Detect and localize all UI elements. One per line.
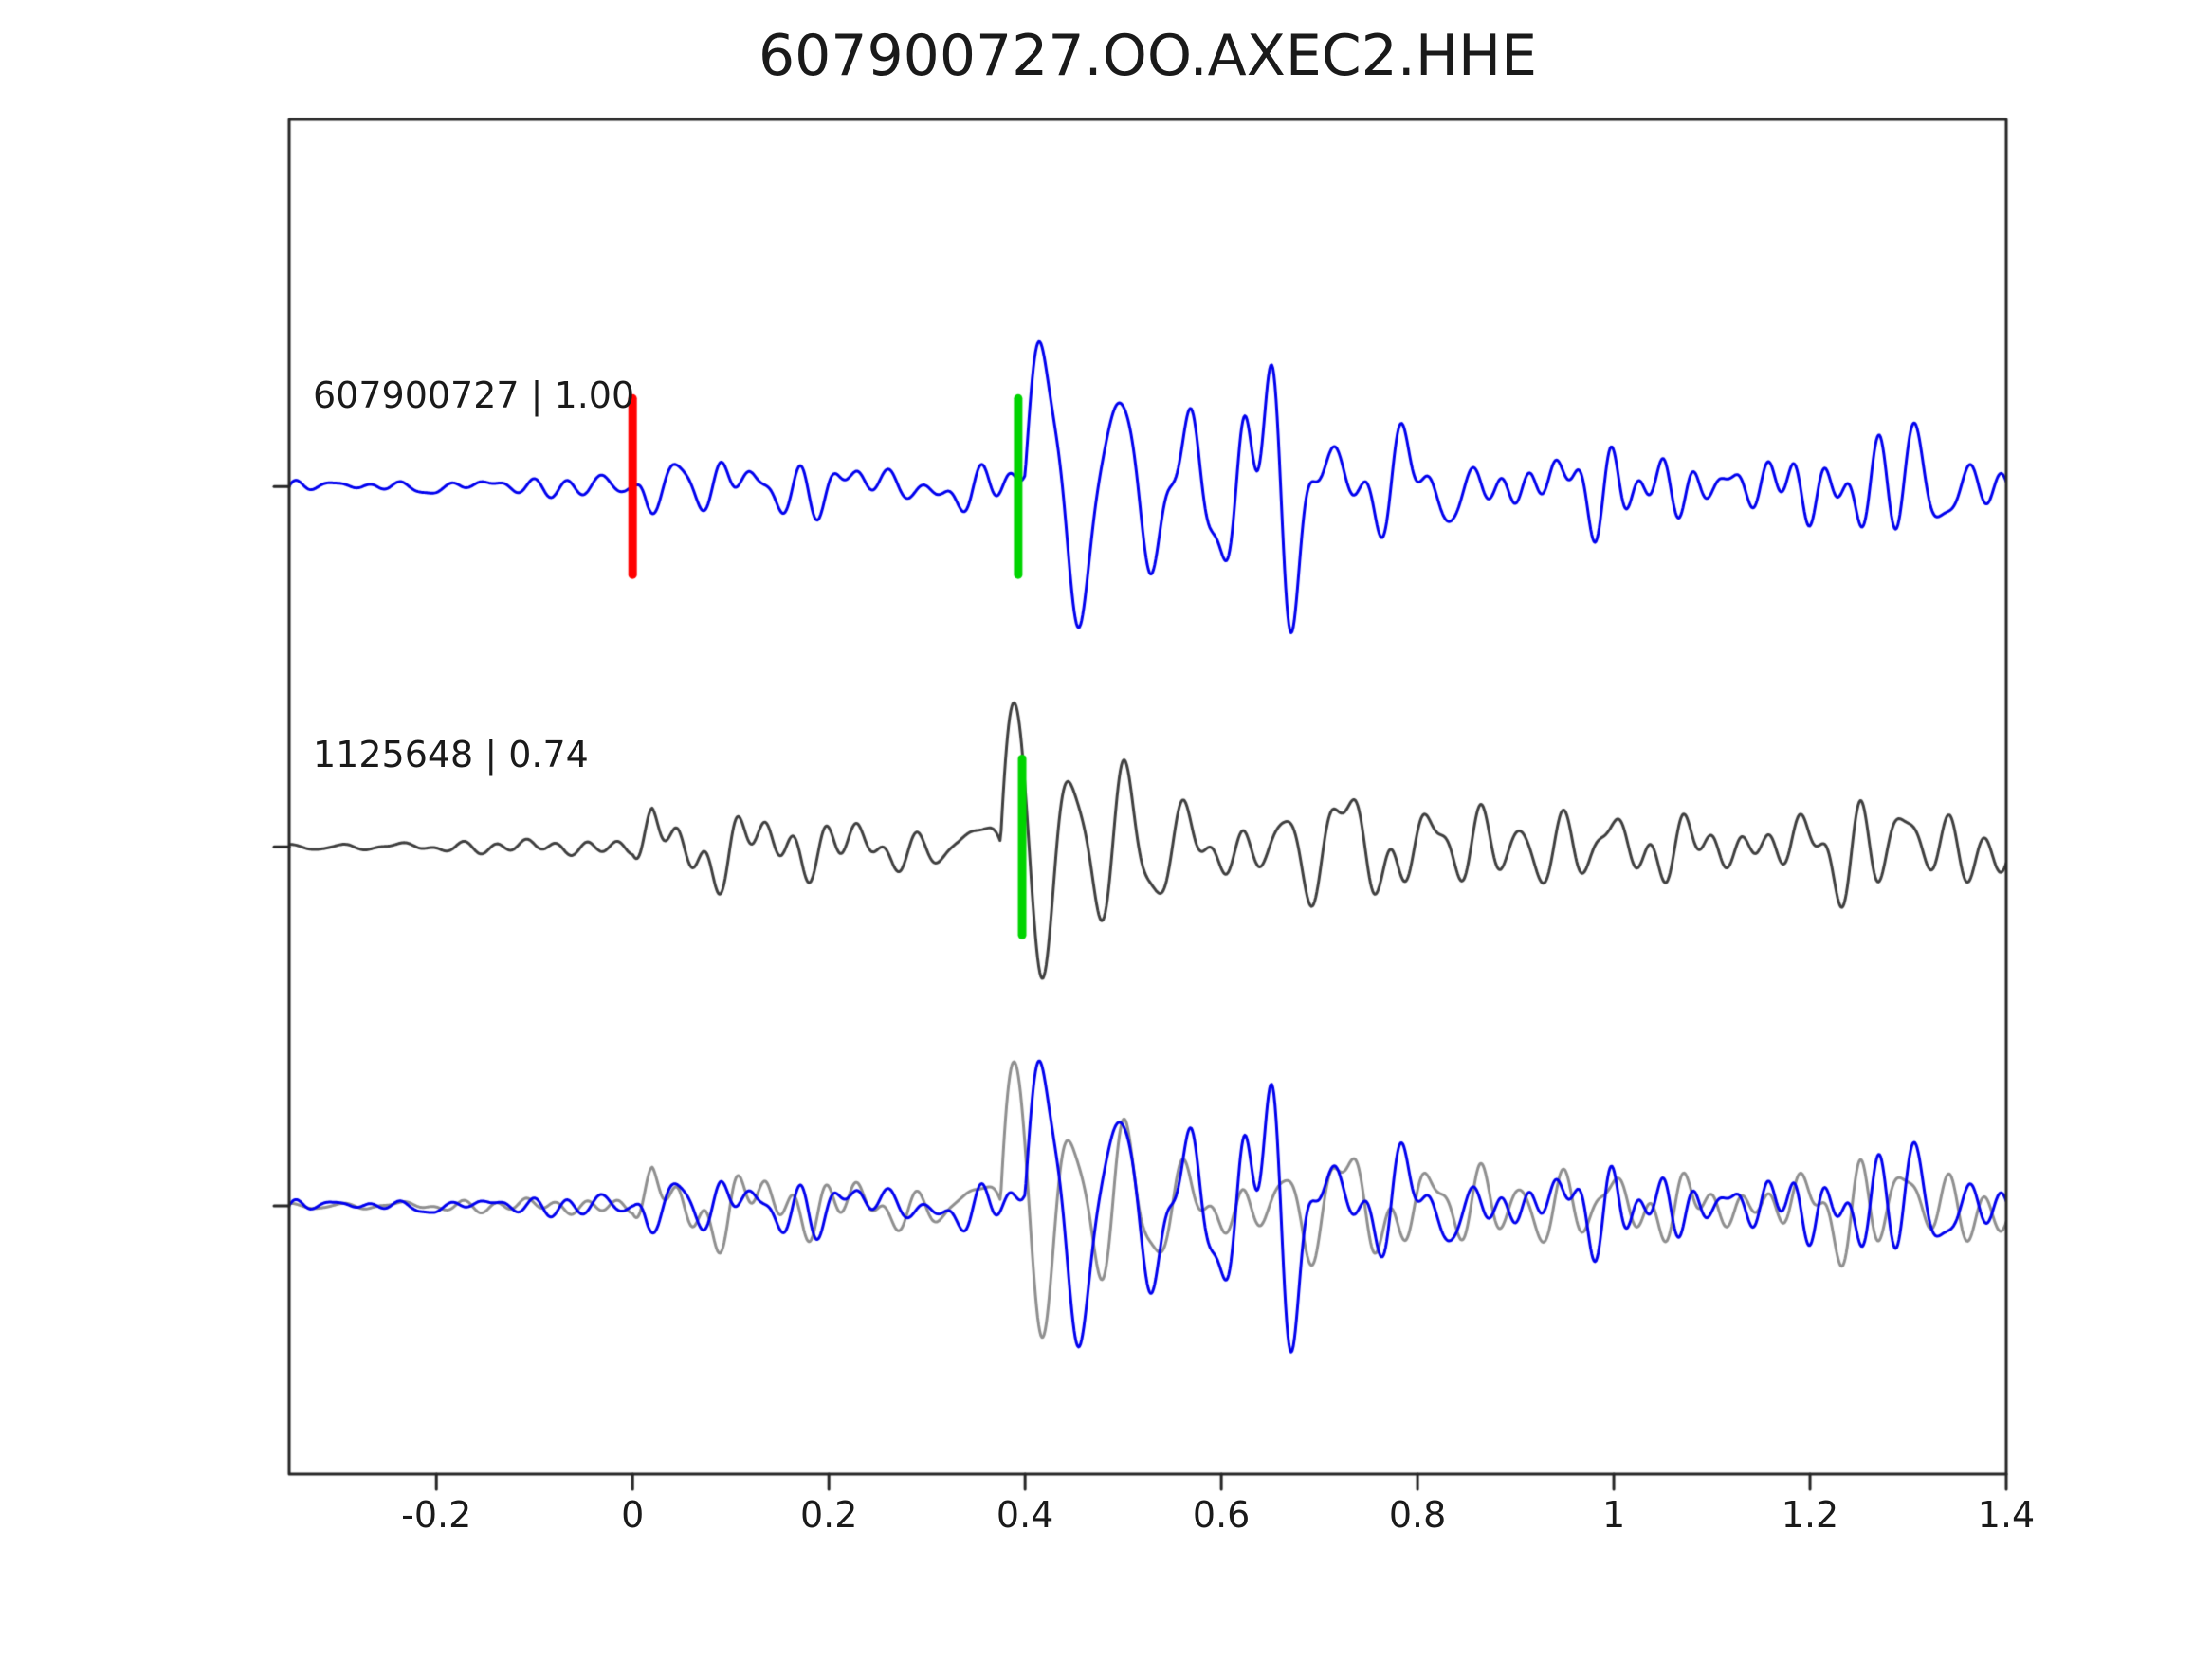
x-tick-label: 0.2 <box>799 1494 858 1536</box>
x-tick-label: 1 <box>1601 1494 1626 1536</box>
x-tick-label: 0.4 <box>996 1494 1054 1536</box>
x-tick-label: 1.4 <box>1977 1494 2036 1536</box>
trace-label-1125648: 1125648 | 0.74 <box>313 734 589 775</box>
x-tick-label: 1.2 <box>1781 1494 1839 1536</box>
x-tick-label: -0.2 <box>401 1494 472 1536</box>
figure-title: 607900727.OO.AXEC2.HHE <box>758 23 1538 89</box>
x-tick-label: 0.8 <box>1388 1494 1447 1536</box>
x-tick-label: 0.6 <box>1192 1494 1251 1536</box>
x-tick-label: 0 <box>621 1494 645 1536</box>
trace-label-607900727: 607900727 | 1.00 <box>313 374 635 416</box>
